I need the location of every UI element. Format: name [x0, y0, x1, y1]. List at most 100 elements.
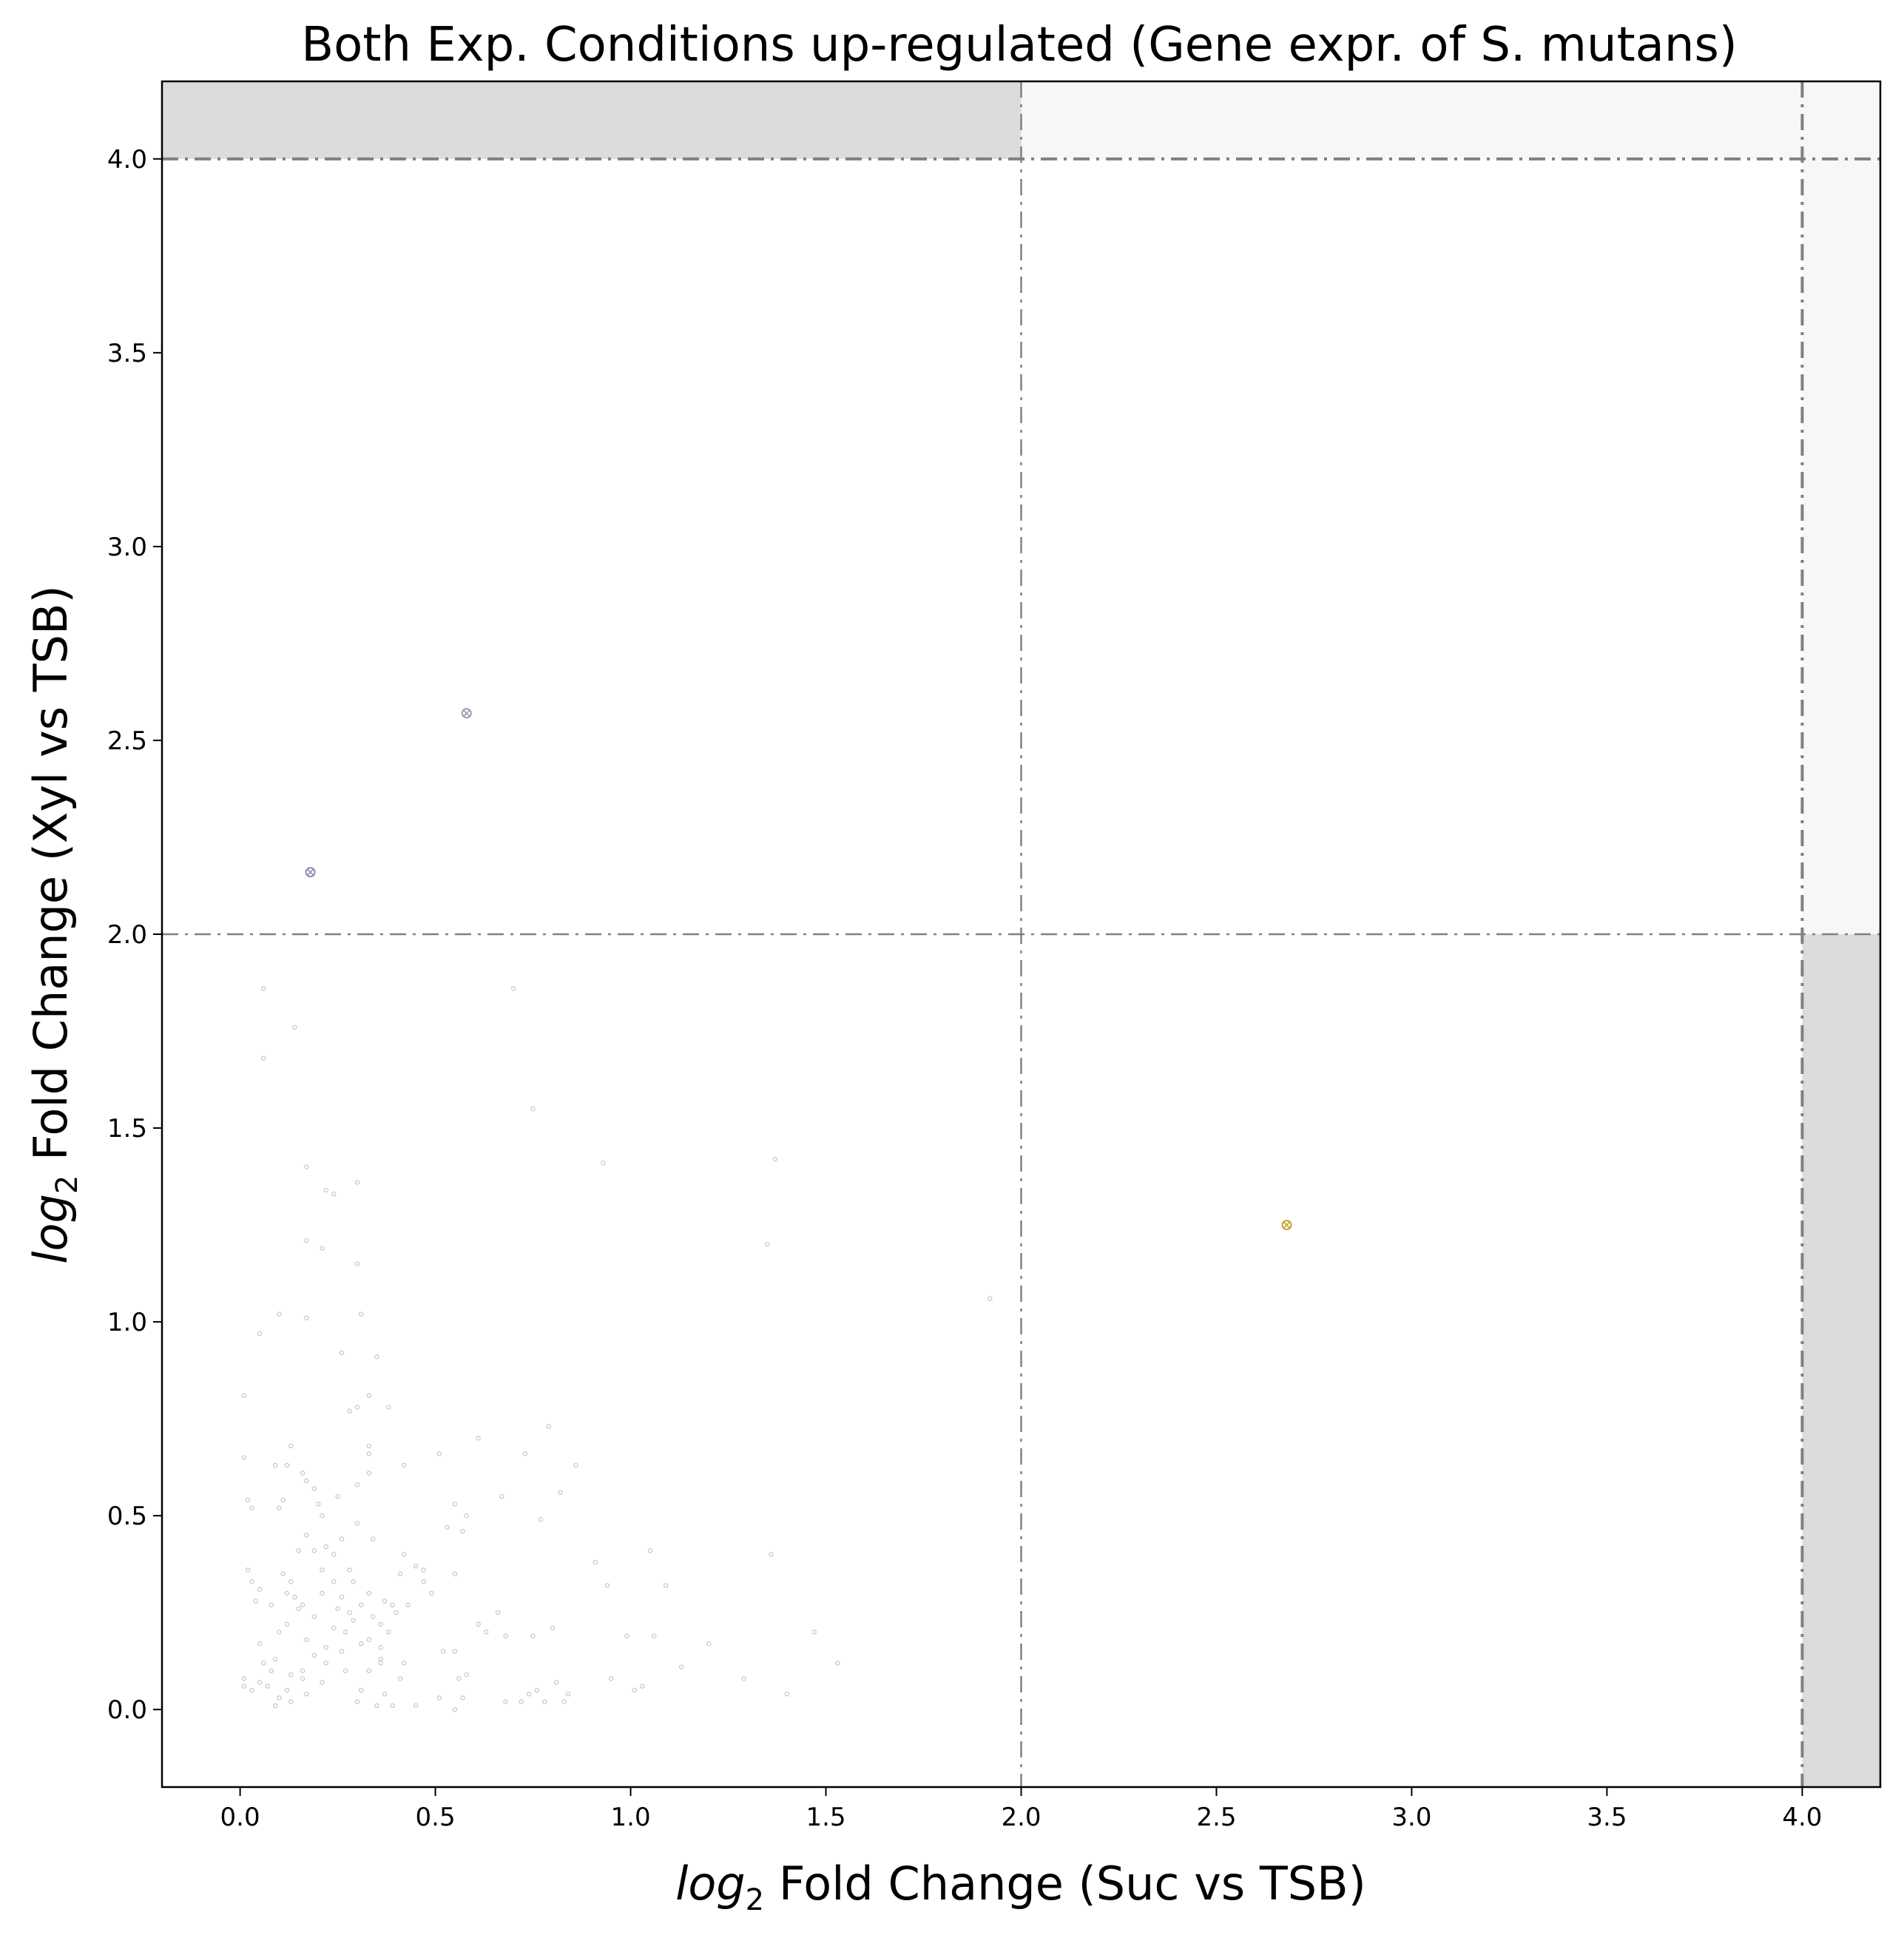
data-point: [452, 1502, 458, 1507]
data-point: [288, 1443, 294, 1449]
data-point: [503, 1633, 508, 1638]
data-point: [284, 1462, 290, 1468]
data-point: [413, 1564, 419, 1569]
shaded-region-3: [1802, 934, 1880, 1787]
data-point: [390, 1703, 395, 1709]
data-point: [335, 1606, 340, 1612]
data-point: [354, 1261, 360, 1266]
data-point: [440, 1649, 446, 1654]
data-point: [272, 1462, 278, 1468]
data-point: [452, 1571, 458, 1576]
data-point: [249, 1579, 254, 1584]
data-point: [476, 1436, 481, 1441]
data-point: [296, 1606, 301, 1612]
x-tick-label: 0.5: [416, 1803, 456, 1832]
data-point: [331, 1191, 337, 1197]
highlighted-point: [305, 867, 316, 878]
data-point: [288, 1699, 294, 1704]
shaded-region-0: [162, 81, 1022, 159]
x-axis-label: log2 Fold Change (Suc vs TSB): [675, 1857, 1366, 1917]
data-point: [402, 1552, 407, 1557]
data-point: [241, 1393, 247, 1398]
data-point: [335, 1493, 340, 1499]
data-point: [320, 1513, 325, 1519]
data-point: [339, 1350, 345, 1356]
data-point: [366, 1470, 372, 1476]
data-point: [311, 1548, 317, 1553]
data-point: [436, 1451, 442, 1456]
data-point: [769, 1552, 774, 1557]
data-point: [261, 1661, 266, 1666]
y-tick-label: 0.0: [107, 1695, 147, 1725]
data-point: [503, 1699, 508, 1704]
data-point: [565, 1692, 571, 1697]
data-point: [304, 1637, 309, 1643]
data-point: [351, 1579, 356, 1584]
data-point: [277, 1505, 282, 1510]
data-point: [527, 1692, 532, 1697]
data-point: [280, 1571, 286, 1576]
data-point: [320, 1246, 325, 1251]
data-point: [421, 1567, 426, 1573]
data-point: [311, 1652, 317, 1658]
data-point: [280, 1497, 286, 1503]
data-point: [253, 1598, 258, 1604]
data-point: [323, 1661, 328, 1666]
x-tick-label: 3.5: [1587, 1803, 1627, 1832]
data-point: [304, 1478, 309, 1484]
y-tick-label: 4.0: [107, 145, 147, 175]
data-point: [366, 1590, 372, 1596]
chart-title: Both Exp. Conditions up-regulated (Gene …: [301, 18, 1738, 72]
data-point: [304, 1237, 309, 1243]
data-point: [522, 1451, 528, 1456]
data-point: [257, 1680, 263, 1685]
highlighted-point-cross: [463, 709, 470, 717]
data-point: [245, 1567, 251, 1573]
data-point: [378, 1621, 383, 1627]
data-point: [538, 1517, 544, 1522]
data-point: [397, 1676, 403, 1681]
data-point: [811, 1630, 817, 1635]
data-point: [347, 1610, 352, 1615]
data-point: [304, 1533, 309, 1538]
data-point: [257, 1587, 263, 1592]
highlighted-point: [461, 708, 472, 719]
data-point: [741, 1676, 746, 1681]
data-point: [261, 986, 266, 991]
data-point: [405, 1602, 411, 1607]
data-point: [530, 1106, 536, 1112]
data-point: [370, 1536, 376, 1541]
data-point: [315, 1502, 321, 1507]
data-point: [366, 1668, 372, 1673]
data-point: [530, 1633, 536, 1638]
data-point: [484, 1630, 489, 1635]
x-tick-label: 1.5: [806, 1803, 845, 1832]
data-point: [378, 1645, 383, 1650]
data-point: [652, 1633, 657, 1638]
shaded-region-1: [1021, 81, 1803, 159]
x-tick-label: 2.0: [1001, 1803, 1041, 1832]
data-point: [261, 1056, 266, 1061]
data-point: [573, 1462, 578, 1468]
data-point: [413, 1703, 419, 1709]
data-point: [554, 1680, 559, 1685]
threshold-lines: [162, 81, 1880, 1787]
data-point: [300, 1668, 305, 1673]
x-tick-label: 1.0: [611, 1803, 651, 1832]
data-point: [397, 1571, 403, 1576]
x-axis-ticks: 0.0 0.5 1.0 1.5 2.0 2.5 3.0 3.5 4.0: [220, 1787, 1822, 1832]
data-point: [386, 1630, 391, 1635]
data-point: [354, 1405, 360, 1410]
data-point: [452, 1706, 458, 1712]
y-tick-label: 1.0: [107, 1308, 147, 1337]
data-point: [354, 1521, 360, 1526]
data-point: [320, 1680, 325, 1685]
y-tick-label: 0.5: [107, 1502, 147, 1531]
data-point: [421, 1579, 426, 1584]
data-point: [382, 1598, 388, 1604]
data-point: [601, 1161, 606, 1166]
data-point: [561, 1699, 567, 1704]
x-tick-label: 2.5: [1196, 1803, 1236, 1832]
data-point: [394, 1610, 399, 1615]
data-point: [311, 1614, 317, 1619]
